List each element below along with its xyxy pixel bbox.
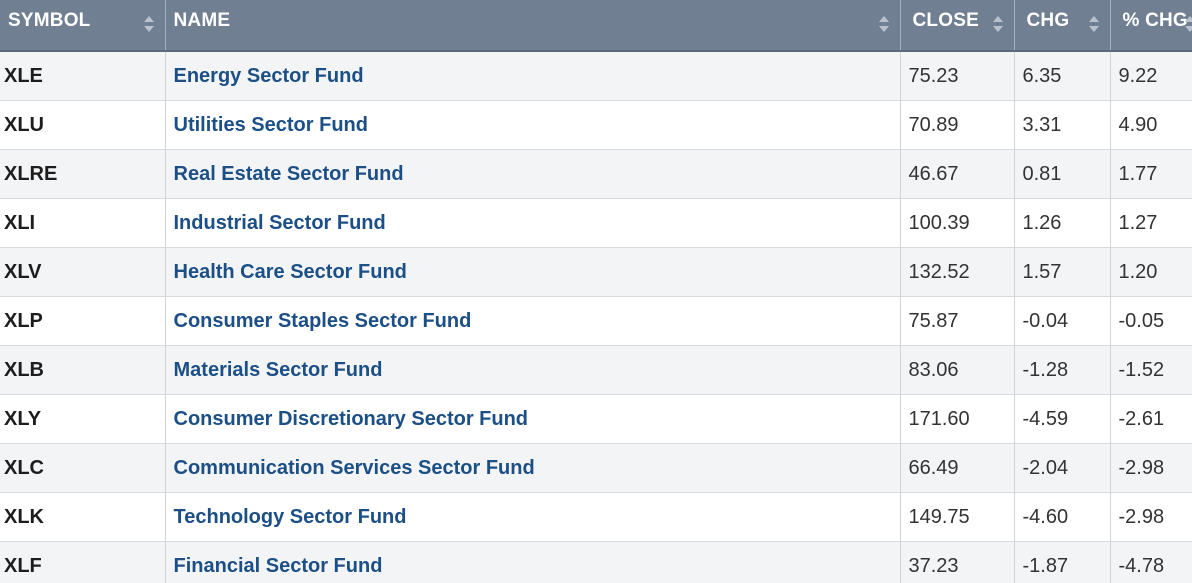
symbol-cell: XLK — [0, 492, 165, 542]
fund-name-link[interactable]: Health Care Sector Fund — [173, 260, 407, 283]
symbol-cell: XLC — [0, 443, 165, 493]
chg-cell: 1.26 — [1013, 198, 1110, 248]
column-header-label: NAME — [173, 10, 231, 31]
fund-name-link[interactable]: Materials Sector Fund — [173, 358, 383, 381]
fund-name-link[interactable]: Energy Sector Fund — [173, 64, 364, 87]
sort-icon[interactable] — [1088, 15, 1100, 33]
fund-name-link[interactable]: Consumer Discretionary Sector Fund — [173, 407, 529, 430]
table-row: XLRE Real Estate Sector Fund 46.67 0.81 … — [0, 149, 1192, 199]
symbol-cell: XLY — [0, 394, 165, 444]
header-row: SYMBOL NAME CLOSE CHG % CHG — [0, 0, 1192, 52]
fund-name-link[interactable]: Consumer Staples Sector Fund — [173, 309, 472, 332]
close-cell: 75.23 — [899, 50, 1014, 101]
name-cell: Industrial Sector Fund — [164, 198, 900, 248]
name-cell: Consumer Staples Sector Fund — [164, 296, 900, 346]
symbol-cell: XLI — [0, 198, 165, 248]
symbol-cell: XLRE — [0, 149, 165, 199]
name-cell: Energy Sector Fund — [164, 50, 900, 101]
table-row: XLF Financial Sector Fund 37.23 -1.87 -4… — [0, 541, 1192, 583]
pct-chg-cell: 1.27 — [1109, 198, 1192, 248]
chg-cell: 1.57 — [1013, 247, 1110, 297]
symbol-cell: XLF — [0, 541, 165, 583]
column-header-pct-chg[interactable]: % CHG — [1109, 0, 1192, 52]
pct-chg-cell: 1.20 — [1109, 247, 1192, 297]
pct-chg-cell: -0.05 — [1109, 296, 1192, 346]
column-header-symbol[interactable]: SYMBOL — [0, 0, 165, 52]
name-cell: Health Care Sector Fund — [164, 247, 900, 297]
column-header-chg[interactable]: CHG — [1013, 0, 1110, 52]
close-cell: 83.06 — [899, 345, 1014, 395]
table-row: XLI Industrial Sector Fund 100.39 1.26 1… — [0, 198, 1192, 248]
column-header-label: SYMBOL — [8, 10, 91, 31]
chg-cell: 3.31 — [1013, 100, 1110, 150]
close-cell: 149.75 — [899, 492, 1014, 542]
table-row: XLK Technology Sector Fund 149.75 -4.60 … — [0, 492, 1192, 542]
chg-cell: -1.87 — [1013, 541, 1110, 583]
symbol-cell: XLE — [0, 50, 165, 101]
pct-chg-cell: -2.61 — [1109, 394, 1192, 444]
name-cell: Financial Sector Fund — [164, 541, 900, 583]
symbol-cell: XLP — [0, 296, 165, 346]
chg-cell: 0.81 — [1013, 149, 1110, 199]
table-row: XLB Materials Sector Fund 83.06 -1.28 -1… — [0, 345, 1192, 395]
chg-cell: -0.04 — [1013, 296, 1110, 346]
close-cell: 70.89 — [899, 100, 1014, 150]
chg-cell: -1.28 — [1013, 345, 1110, 395]
close-cell: 46.67 — [899, 149, 1014, 199]
table-row: XLE Energy Sector Fund 75.23 6.35 9.22 — [0, 50, 1192, 101]
pct-chg-cell: 4.90 — [1109, 100, 1192, 150]
name-cell: Materials Sector Fund — [164, 345, 900, 395]
fund-name-link[interactable]: Real Estate Sector Fund — [173, 162, 404, 185]
close-cell: 132.52 — [899, 247, 1014, 297]
name-cell: Technology Sector Fund — [164, 492, 900, 542]
name-cell: Utilities Sector Fund — [164, 100, 900, 150]
chg-cell: -4.60 — [1013, 492, 1110, 542]
fund-name-link[interactable]: Communication Services Sector Fund — [173, 456, 535, 479]
close-cell: 66.49 — [899, 443, 1014, 493]
column-header-name[interactable]: NAME — [164, 0, 900, 52]
sort-icon[interactable] — [992, 15, 1004, 33]
sort-icon[interactable] — [143, 15, 155, 33]
sort-icon[interactable] — [878, 15, 890, 33]
fund-name-link[interactable]: Technology Sector Fund — [173, 505, 407, 528]
sort-icon[interactable] — [1184, 15, 1192, 33]
symbol-cell: XLB — [0, 345, 165, 395]
close-cell: 100.39 — [899, 198, 1014, 248]
symbol-cell: XLU — [0, 100, 165, 150]
close-cell: 171.60 — [899, 394, 1014, 444]
symbol-cell: XLV — [0, 247, 165, 297]
table-header: SYMBOL NAME CLOSE CHG % CHG — [0, 0, 1192, 52]
column-header-label: % CHG — [1122, 10, 1188, 31]
pct-chg-cell: -4.78 — [1109, 541, 1192, 583]
close-cell: 37.23 — [899, 541, 1014, 583]
fund-name-link[interactable]: Industrial Sector Fund — [173, 211, 386, 234]
pct-chg-cell: -2.98 — [1109, 443, 1192, 493]
table-row: XLU Utilities Sector Fund 70.89 3.31 4.9… — [0, 100, 1192, 150]
name-cell: Communication Services Sector Fund — [164, 443, 900, 493]
fund-name-link[interactable]: Utilities Sector Fund — [173, 113, 368, 136]
name-cell: Consumer Discretionary Sector Fund — [164, 394, 900, 444]
table-row: XLV Health Care Sector Fund 132.52 1.57 … — [0, 247, 1192, 297]
pct-chg-cell: 1.77 — [1109, 149, 1192, 199]
chg-cell: -4.59 — [1013, 394, 1110, 444]
column-header-label: CLOSE — [912, 10, 979, 31]
pct-chg-cell: -2.98 — [1109, 492, 1192, 542]
column-header-close[interactable]: CLOSE — [899, 0, 1014, 52]
chg-cell: 6.35 — [1013, 50, 1110, 101]
table-row: XLC Communication Services Sector Fund 6… — [0, 443, 1192, 493]
fund-name-link[interactable]: Financial Sector Fund — [173, 554, 383, 577]
table-row: XLY Consumer Discretionary Sector Fund 1… — [0, 394, 1192, 444]
close-cell: 75.87 — [899, 296, 1014, 346]
name-cell: Real Estate Sector Fund — [164, 149, 900, 199]
pct-chg-cell: -1.52 — [1109, 345, 1192, 395]
column-header-label: CHG — [1026, 10, 1070, 31]
pct-chg-cell: 9.22 — [1109, 50, 1192, 101]
table-body: XLE Energy Sector Fund 75.23 6.35 9.22 X… — [0, 50, 1192, 583]
table-row: XLP Consumer Staples Sector Fund 75.87 -… — [0, 296, 1192, 346]
chg-cell: -2.04 — [1013, 443, 1110, 493]
